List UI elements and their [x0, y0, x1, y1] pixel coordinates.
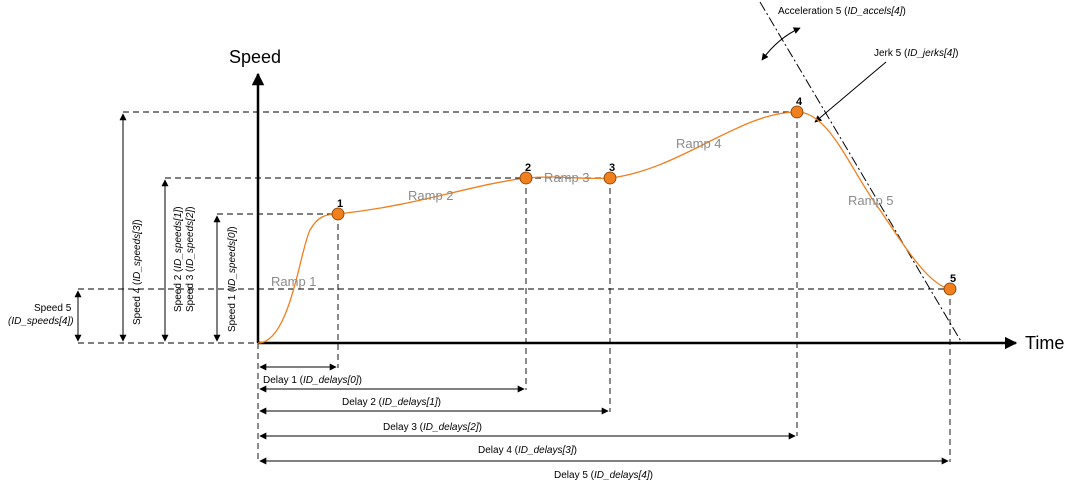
speed-5-label-line1: Speed 5: [34, 303, 72, 314]
delay-1-label: Delay 1 (ID_delays[0]): [263, 375, 362, 386]
speed-profile-curve: [257, 111, 951, 344]
speed-2-label: Speed 2 (ID_speeds[1]): [173, 206, 184, 312]
point-3-label: 3: [609, 162, 615, 174]
point-4: [790, 105, 804, 119]
acceleration-arc-arrow: [761, 27, 801, 61]
delay-4-label: Delay 4 (ID_delays[3]): [478, 445, 577, 456]
speed-3-label: Speed 3 (ID_speeds[2]): [185, 206, 196, 312]
jerk-label: Jerk 5 (ID_jerks[4]): [874, 48, 958, 59]
jerk-pointer: [814, 61, 887, 123]
point-2: [519, 171, 533, 185]
ramp-2-label: Ramp 2: [408, 188, 454, 203]
speed-1-label: Speed 1 (ID_speeds[0]): [227, 226, 238, 332]
point-5-label: 5: [950, 273, 956, 285]
ramp-3-label: Ramp 3: [544, 170, 590, 185]
point-1: [331, 207, 345, 221]
point-1-label: 1: [337, 198, 343, 210]
point-3: [603, 171, 617, 185]
delay-5-label: Delay 5 (ID_delays[4]): [554, 470, 653, 481]
delay-3-label: Delay 3 (ID_delays[2]): [383, 422, 482, 433]
acceleration-tangent-line: [759, 1, 963, 344]
point-4-label: 4: [796, 96, 803, 108]
ramp-4-label: Ramp 4: [676, 136, 722, 151]
ramp-5-label: Ramp 5: [848, 193, 894, 208]
x-axis-title: Time: [1025, 333, 1064, 353]
point-5: [943, 282, 957, 296]
y-axis-title: Speed: [229, 47, 281, 67]
delay-2-label: Delay 2 (ID_delays[1]): [342, 397, 441, 408]
ramp-1-label: Ramp 1: [271, 274, 317, 289]
speed-5-label-line2: (ID_speeds[4]): [8, 316, 74, 327]
point-2-label: 2: [525, 162, 531, 174]
acceleration-label: Acceleration 5 (ID_accels[4]): [778, 6, 906, 17]
speed-4-label: Speed 4 (ID_speeds[3]): [132, 219, 143, 325]
